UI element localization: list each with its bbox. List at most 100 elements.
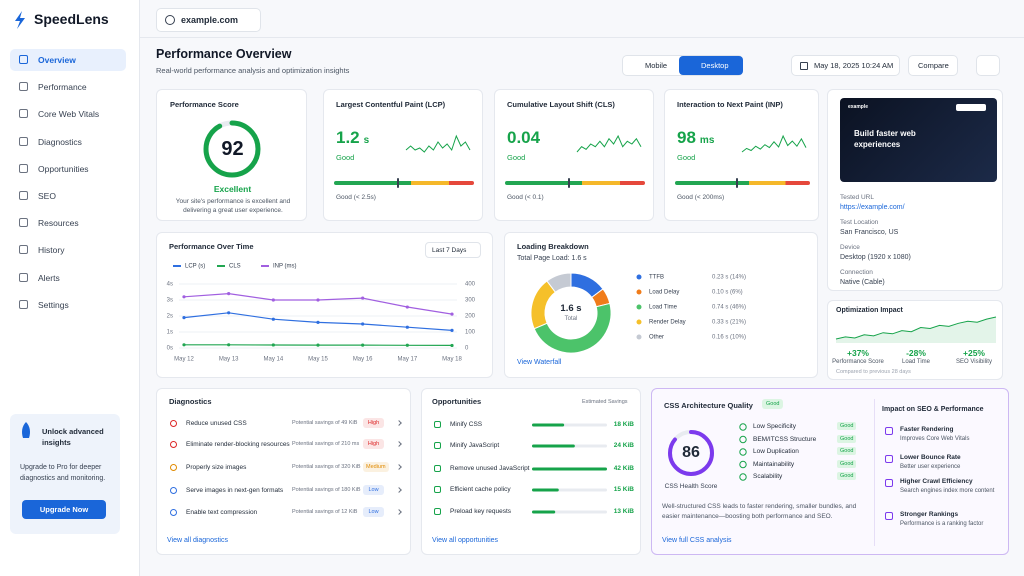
site-url: example.com	[181, 15, 239, 25]
css-score: 86	[682, 444, 700, 461]
upgrade-button[interactable]: Upgrade Now	[22, 500, 106, 519]
data-point	[450, 343, 454, 348]
data-point	[450, 328, 454, 332]
nav-item[interactable]: History	[38, 245, 65, 256]
data-point	[405, 325, 409, 329]
nav-item[interactable]: SEO	[38, 191, 56, 201]
metric-threshold: Good (< 2.5s)	[336, 194, 376, 201]
nav-item[interactable]: Alerts	[38, 272, 60, 283]
impact-card: Optimization Impact +37% Performance Score…	[827, 300, 1003, 380]
impact-item-title: Higher Crawl Efficiency	[900, 478, 973, 485]
row-title[interactable]: Properly size images	[186, 464, 247, 471]
link[interactable]: View full CSS analysis	[662, 537, 732, 544]
preview-card: example Build faster web experiences Teste…	[827, 89, 1003, 291]
x-tick-label: May 14	[263, 357, 283, 363]
link[interactable]: View all diagnostics	[167, 537, 228, 544]
impact-icon	[885, 512, 893, 520]
css-description: Well-structured CSS leads to faster rend…	[662, 503, 857, 520]
brand: SpeedLens	[34, 11, 109, 27]
graphic: 0s 1s 2s 3s 4s 0 100 200 300 400 May 12 May 13 May 1…	[167, 264, 476, 363]
data-point	[182, 343, 186, 347]
row-savings: Potential savings of 320 KiB	[292, 464, 361, 470]
preview-headline: Build faster web experiences	[854, 129, 916, 149]
row-icon	[434, 508, 441, 515]
row-icon	[170, 441, 177, 448]
check-status: Good	[837, 447, 857, 455]
score-value: 92	[221, 138, 244, 160]
nav-icon	[19, 299, 28, 309]
x-tick-label: May 12	[174, 357, 194, 363]
row-title[interactable]: Remove unused JavaScript	[450, 465, 530, 472]
compare-button[interactable]: Compare	[908, 55, 958, 76]
legend-dot	[636, 334, 642, 340]
nav-item[interactable]: Diagnostics	[38, 136, 82, 147]
field-value[interactable]: https://example.com/	[840, 204, 905, 211]
card-title: CSS Architecture Quality	[664, 401, 753, 410]
row-title[interactable]: Efficient cache policy	[450, 486, 511, 493]
css-score-label: CSS Health Score	[664, 483, 718, 490]
data-point	[361, 296, 365, 300]
date-box[interactable]: May 18, 2025 10:24 AM	[791, 55, 900, 76]
bar	[532, 444, 575, 448]
link[interactable]: View all opportunities	[432, 537, 499, 544]
row-title[interactable]: Eliminate render-blocking resources	[186, 441, 290, 448]
nav-icon	[19, 136, 28, 146]
impact-item-title: Lower Bounce Rate	[900, 454, 961, 461]
view-option[interactable]: Mobile	[645, 61, 668, 70]
divider	[874, 399, 875, 546]
data-point	[405, 305, 409, 309]
row-title[interactable]: Serve images in next-gen formats	[186, 487, 284, 494]
preview-button	[956, 104, 986, 111]
site-selector[interactable]: example.com	[156, 8, 261, 32]
link[interactable]: View Waterfall	[517, 359, 562, 366]
row-title[interactable]: Enable text compression	[186, 509, 258, 516]
nav-item[interactable]: Core Web Vitals	[38, 109, 100, 120]
card-title: Diagnostics	[169, 397, 212, 406]
check-icon	[739, 423, 747, 431]
field-value: San Francisco, US	[840, 229, 899, 236]
severity-badge: High	[363, 439, 384, 449]
row-title[interactable]: Preload key requests	[450, 508, 512, 515]
rocket-icon	[22, 422, 30, 438]
y2-tick-label: 200	[465, 314, 476, 320]
data-point	[361, 322, 365, 326]
impact-icon	[885, 455, 893, 463]
metric-value: 0.04	[507, 128, 541, 147]
check-status: Good	[837, 459, 857, 468]
data-point	[316, 298, 320, 302]
legend-label: Load Delay	[649, 290, 679, 296]
opportunities-card: Opportunities Estimated Savings Minify CSS…	[421, 388, 641, 555]
graphic	[15, 11, 25, 29]
view-option[interactable]: Desktop	[701, 61, 729, 70]
row-title[interactable]: Minify JavaScript	[450, 442, 500, 449]
row-title[interactable]: Minify CSS	[450, 421, 483, 428]
graphic: TTFB 0.23 s (14%) Load Delay 0.10 s (6%) Loa…	[530, 272, 746, 354]
nav-icon	[19, 218, 28, 228]
breakdown-card: Loading Breakdown Total Page Load: 1.6 s T…	[504, 232, 818, 378]
bar	[532, 488, 559, 492]
row-icon	[170, 487, 177, 494]
row-title[interactable]: Reduce unused CSS	[186, 420, 247, 427]
diagnostics-card: Diagnostics Reduce unused CSS Potential sa…	[156, 388, 411, 555]
field-value: Desktop (1920 x 1080)	[840, 254, 911, 261]
nav-item[interactable]: Performance	[38, 82, 87, 93]
rating-marker	[568, 178, 570, 188]
legend-label: INP (ms)	[273, 264, 297, 270]
graphic	[203, 120, 261, 178]
legend-label: TTFB	[649, 275, 664, 281]
chart-title: Loading Breakdown	[517, 242, 589, 251]
nav-item[interactable]: Settings	[38, 299, 69, 310]
nav-item[interactable]: Overview	[38, 55, 76, 65]
severity-badge: Low	[363, 485, 384, 495]
range-select[interactable]: Last 7 Days	[425, 242, 481, 258]
data-point	[182, 316, 186, 320]
share-button[interactable]	[976, 55, 1000, 76]
graphic	[532, 423, 607, 514]
field-label: Connection	[840, 269, 873, 276]
column-label: Estimated Savings	[582, 399, 628, 405]
impact-item-text: Improves Core Web Vitals	[900, 436, 970, 442]
nav-item[interactable]: Resources	[38, 218, 79, 229]
y-tick-label: 2s	[167, 314, 173, 320]
nav-item[interactable]: Opportunities	[38, 163, 89, 174]
card-title: Cumulative Layout Shift (CLS)	[507, 100, 615, 109]
